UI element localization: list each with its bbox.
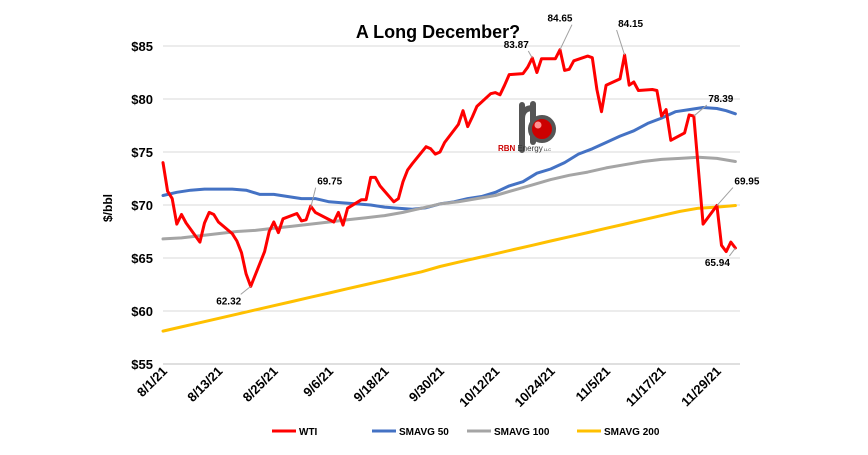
data-label: 78.39 [708, 94, 733, 105]
rbn-energy-logo: RBN EnergyLLC [498, 101, 556, 153]
data-label-leader [240, 286, 252, 295]
legend-label: WTI [299, 427, 318, 438]
x-tick-label: 9/30/21 [406, 364, 447, 405]
y-axis-label: $/bbl [101, 194, 115, 222]
data-label-leader [527, 50, 533, 59]
y-tick-label: $60 [131, 304, 153, 319]
data-label-leader [559, 24, 573, 50]
legend-label: SMAVG 50 [399, 427, 449, 438]
y-axis-ticks: $55 $60 $65 $70 $75 $80 $85 [131, 39, 153, 372]
data-label: 84.65 [547, 14, 572, 25]
x-tick-label: 9/18/21 [350, 364, 391, 405]
x-tick-label: 11/17/21 [623, 364, 669, 410]
data-label: 69.95 [734, 177, 759, 188]
data-label-leader [310, 187, 317, 208]
x-tick-label: 10/12/21 [456, 364, 502, 410]
data-label: 69.75 [317, 177, 342, 188]
data-label: 62.32 [216, 296, 241, 307]
logo-ball-highlight [534, 121, 542, 129]
series-line-smavg-200 [161, 204, 737, 333]
x-tick-label: 8/25/21 [240, 364, 281, 405]
data-label: 84.15 [618, 19, 643, 30]
logo-suffix-text: LLC [544, 147, 551, 152]
data-label: 65.94 [705, 258, 730, 269]
y-tick-label: $75 [131, 145, 153, 160]
data-label-leader [693, 104, 708, 117]
legend-label: SMAVG 200 [604, 427, 660, 438]
data-label-leader [716, 187, 734, 206]
legend-item-smavg-100: SMAVG 100 [467, 427, 550, 438]
series-line-wti [161, 48, 737, 288]
x-tick-label: 8/13/21 [184, 364, 225, 405]
legend-label: SMAVG 100 [494, 427, 550, 438]
data-label: 83.87 [504, 40, 529, 51]
x-tick-label: 11/29/21 [678, 364, 724, 410]
y-tick-label: $70 [131, 198, 153, 213]
series-line-smavg-100 [161, 155, 737, 241]
legend: WTI SMAVG 50 SMAVG 100 SMAVG 200 [272, 427, 660, 438]
x-axis-ticks: 8/1/21 8/13/21 8/25/21 9/6/21 9/18/21 9/30/21… [134, 364, 724, 410]
series-layer [161, 48, 737, 333]
logo-name-text: Energy [517, 144, 542, 153]
y-tick-label: $80 [131, 92, 153, 107]
legend-item-smavg-50: SMAVG 50 [372, 427, 449, 438]
data-label-leader [728, 247, 736, 257]
data-label-leader [616, 29, 626, 56]
chart-title: A Long December? [356, 22, 520, 42]
gridlines [163, 45, 740, 312]
logo-red-ball [528, 115, 556, 143]
series-line-smavg-50 [161, 106, 737, 211]
y-tick-label: $55 [131, 357, 153, 372]
logo-brand-text: RBN [498, 144, 516, 153]
legend-item-wti: WTI [272, 427, 318, 438]
x-tick-label: 9/6/21 [300, 364, 336, 400]
y-tick-label: $65 [131, 251, 153, 266]
y-tick-label: $85 [131, 39, 153, 54]
x-tick-label: 11/5/21 [572, 364, 613, 405]
data-labels: 62.32 69.75 83.87 84.65 84.15 78.39 69.95 65.94 [216, 14, 760, 308]
legend-item-smavg-200: SMAVG 200 [577, 427, 660, 438]
x-tick-label: 10/24/21 [511, 364, 557, 410]
